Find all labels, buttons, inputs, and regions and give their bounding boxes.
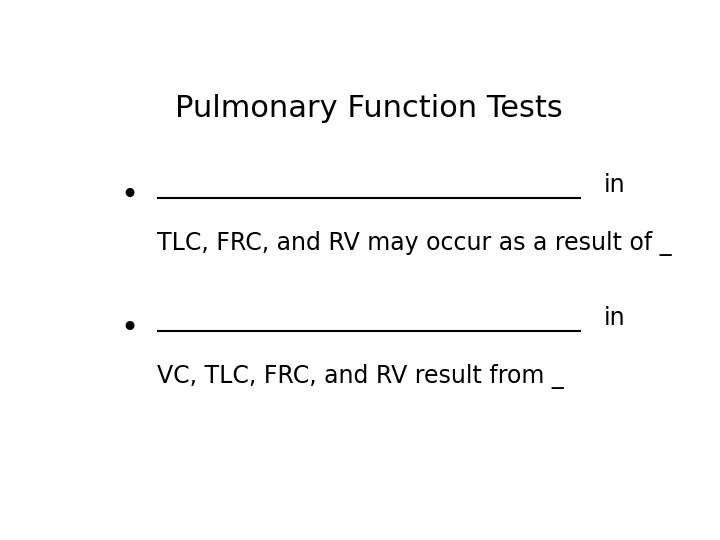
- Text: VC, TLC, FRC, and RV result from _: VC, TLC, FRC, and RV result from _: [157, 364, 564, 389]
- Text: Pulmonary Function Tests: Pulmonary Function Tests: [175, 94, 563, 123]
- Text: in: in: [603, 306, 625, 330]
- Text: •: •: [120, 314, 138, 343]
- Text: in: in: [603, 173, 625, 198]
- Text: •: •: [120, 181, 138, 210]
- Text: TLC, FRC, and RV may occur as a result of _: TLC, FRC, and RV may occur as a result o…: [157, 231, 672, 256]
